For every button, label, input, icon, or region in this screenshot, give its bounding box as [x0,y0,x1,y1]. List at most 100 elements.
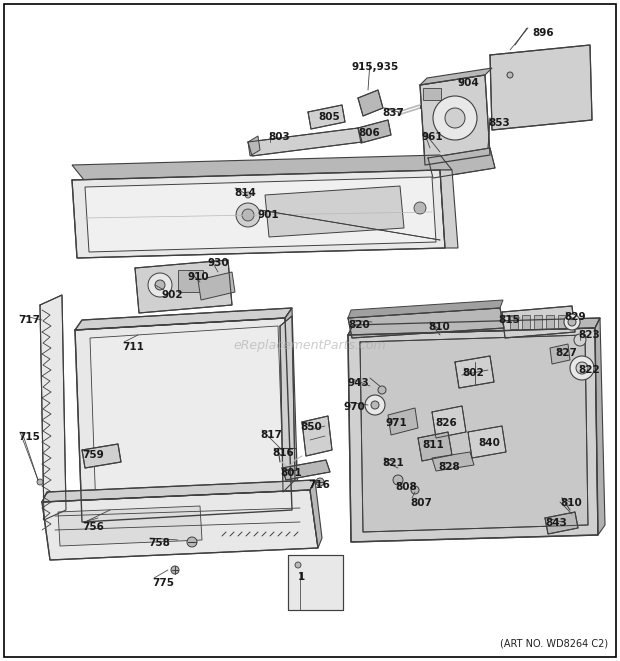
Text: 904: 904 [458,78,480,88]
Polygon shape [418,432,452,461]
Bar [288,555,343,610]
Polygon shape [388,408,418,435]
Polygon shape [432,406,466,438]
Polygon shape [42,480,315,502]
Polygon shape [358,90,383,116]
Polygon shape [280,316,295,492]
Circle shape [568,318,576,326]
Text: 802: 802 [462,368,484,378]
Text: 1: 1 [298,572,305,582]
Text: 808: 808 [395,482,417,492]
Text: 711: 711 [122,342,144,352]
Bar [534,315,542,329]
Circle shape [242,209,254,221]
Text: 910: 910 [188,272,210,282]
Polygon shape [90,326,284,512]
Text: 758: 758 [148,538,170,548]
Polygon shape [135,260,232,313]
Polygon shape [72,170,445,258]
Text: (ART NO. WD8264 C2): (ART NO. WD8264 C2) [500,638,608,648]
Text: 820: 820 [348,320,370,330]
Text: 756: 756 [82,522,104,532]
Polygon shape [310,480,322,548]
Polygon shape [302,416,332,456]
Text: 759: 759 [82,450,104,460]
Text: 930: 930 [208,258,229,268]
Polygon shape [455,356,494,388]
Polygon shape [282,460,330,480]
Text: 715: 715 [18,432,40,442]
Bar [546,315,554,329]
Text: 837: 837 [382,108,404,118]
Circle shape [155,280,165,290]
Polygon shape [40,295,66,520]
Polygon shape [308,105,345,129]
Polygon shape [75,308,292,330]
Text: 817: 817 [260,430,282,440]
Text: 943: 943 [348,378,370,388]
Polygon shape [348,318,600,335]
Text: 829: 829 [564,312,586,322]
Text: 807: 807 [410,498,432,508]
Text: 902: 902 [162,290,184,300]
Circle shape [411,486,419,494]
Text: 840: 840 [478,438,500,448]
Text: 915,935: 915,935 [352,62,399,72]
Polygon shape [420,75,490,165]
Circle shape [171,566,179,574]
Polygon shape [82,444,121,468]
Text: 717: 717 [18,315,40,325]
Bar [522,315,530,329]
Text: 805: 805 [318,112,340,122]
Text: 901: 901 [258,210,280,220]
Bar [510,315,518,329]
Text: 821: 821 [382,458,404,468]
Text: 810: 810 [428,322,450,332]
Text: 853: 853 [488,118,510,128]
Circle shape [378,386,386,394]
Text: 810: 810 [560,498,582,508]
Polygon shape [265,186,404,237]
Text: eReplacementParts.com: eReplacementParts.com [234,338,386,352]
Text: 801: 801 [280,468,302,478]
Polygon shape [348,308,504,338]
Text: 843: 843 [545,518,567,528]
Text: 803: 803 [268,132,290,142]
Circle shape [564,314,580,330]
Text: 775: 775 [152,578,174,588]
Text: 806: 806 [358,128,379,138]
Circle shape [574,334,586,346]
Text: 971: 971 [386,418,408,428]
Bar [178,270,203,292]
Circle shape [570,356,594,380]
Circle shape [37,479,43,485]
Polygon shape [58,506,202,546]
Text: 828: 828 [438,462,460,472]
Polygon shape [198,272,235,300]
Circle shape [187,537,197,547]
Polygon shape [348,328,598,542]
Polygon shape [358,120,391,143]
Bar [558,315,566,329]
Circle shape [316,478,324,486]
Bar [423,88,441,100]
Text: 816: 816 [272,448,294,458]
Circle shape [414,202,426,214]
Polygon shape [248,128,362,156]
Polygon shape [490,45,592,130]
Circle shape [365,395,385,415]
Circle shape [393,475,403,485]
Text: 811: 811 [422,440,444,450]
Text: 826: 826 [435,418,457,428]
Polygon shape [502,306,575,338]
Text: 823: 823 [578,330,600,340]
Circle shape [576,362,588,374]
Polygon shape [440,170,458,248]
Polygon shape [595,318,605,535]
Circle shape [148,273,172,297]
Polygon shape [468,426,506,458]
Polygon shape [75,318,292,522]
Polygon shape [348,300,503,318]
Text: 961: 961 [422,132,444,142]
Circle shape [433,96,477,140]
